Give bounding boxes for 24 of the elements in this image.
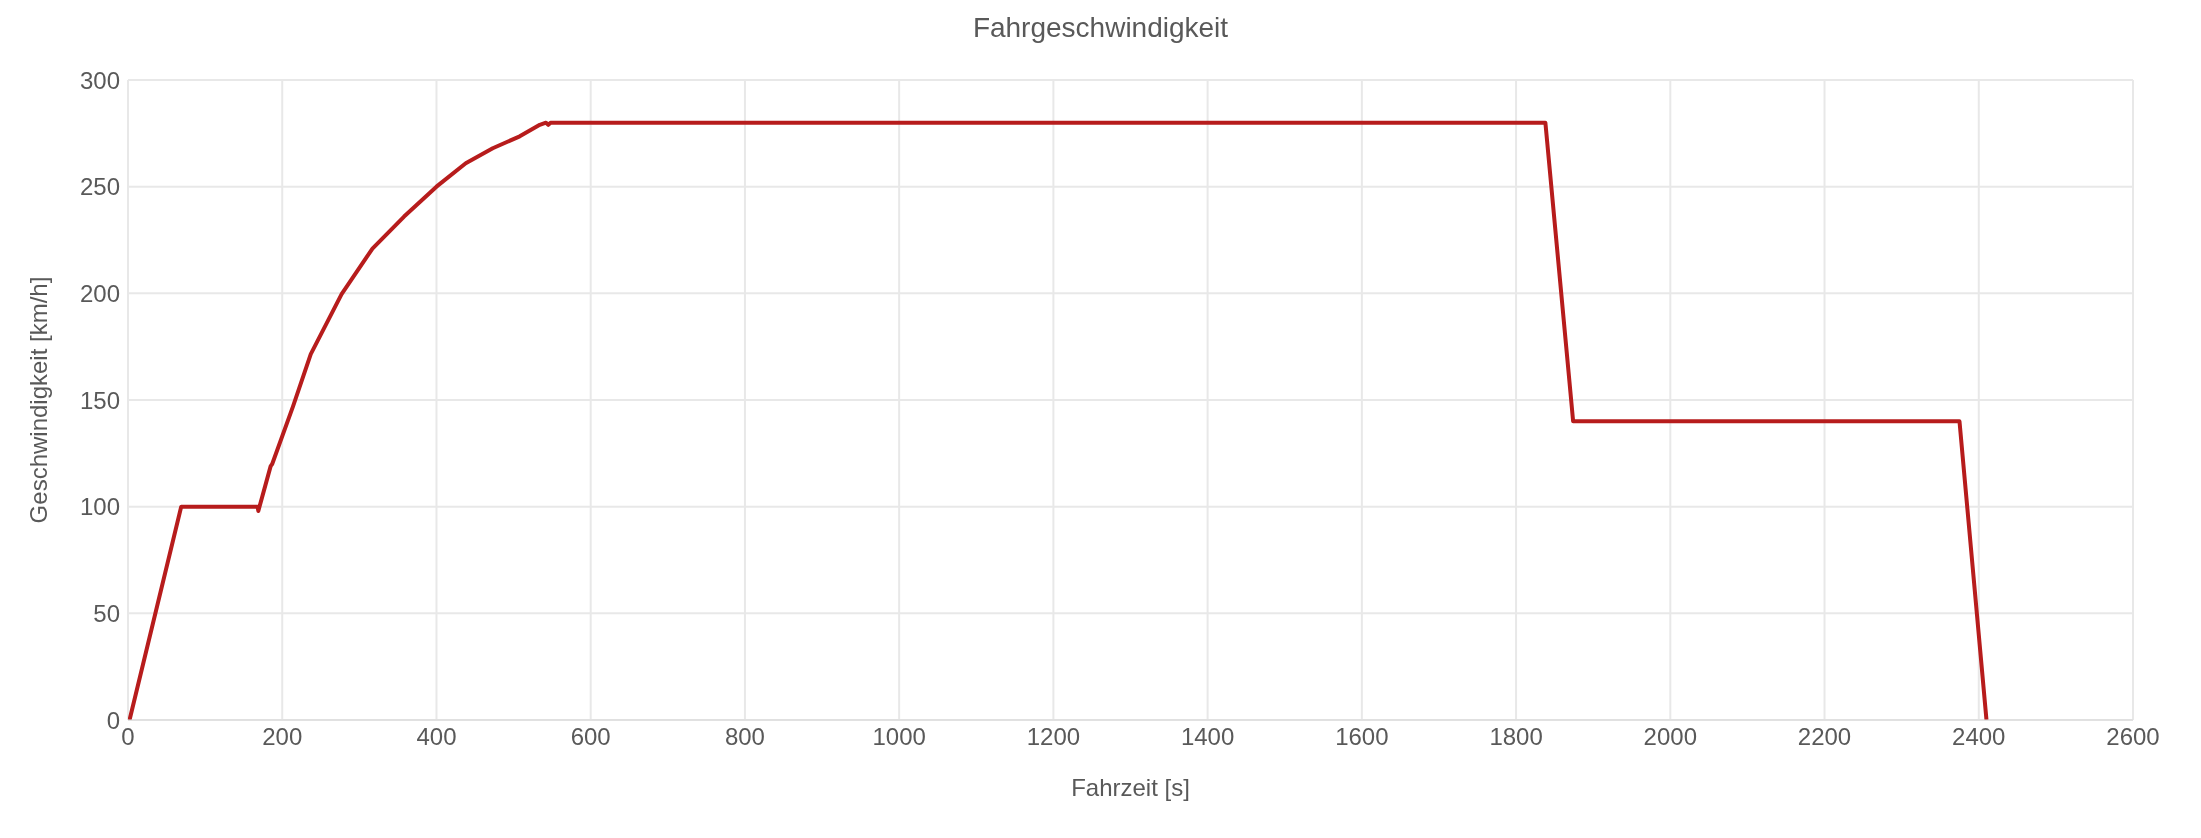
x-tick-label: 1000	[872, 723, 926, 751]
x-tick-label: 600	[570, 723, 611, 751]
y-tick-label: 50	[93, 599, 120, 627]
y-tick-label: 300	[79, 66, 120, 94]
y-tick-label: 250	[79, 173, 120, 201]
x-tick-label: 2200	[1797, 723, 1852, 751]
x-tick-label: 2400	[1952, 723, 2006, 751]
y-tick-label: 200	[79, 279, 120, 307]
x-axis-title: Fahrzeit [s]	[1071, 774, 1190, 801]
y-axis-title: Geschwindigkeit [km/h]	[24, 276, 52, 524]
x-tick-label: 1600	[1335, 723, 1389, 751]
x-tick-label: 400	[416, 723, 457, 751]
chart-title: Fahrgeschwindigkeit	[971, 12, 1230, 44]
x-tick-label: 1800	[1489, 723, 1543, 751]
y-tick-label: 0	[106, 706, 120, 734]
x-tick-label: 200	[262, 723, 303, 751]
x-tick-label: 1400	[1180, 723, 1235, 751]
x-tick-label: 1200	[1026, 723, 1081, 751]
y-tick-label: 150	[79, 386, 120, 414]
x-tick-label: 2000	[1643, 723, 1697, 751]
x-tick-label: 800	[724, 723, 765, 751]
y-tick-label: 100	[79, 493, 120, 521]
line-series	[128, 120, 1989, 720]
x-tick-label: 2600	[2106, 723, 2160, 751]
